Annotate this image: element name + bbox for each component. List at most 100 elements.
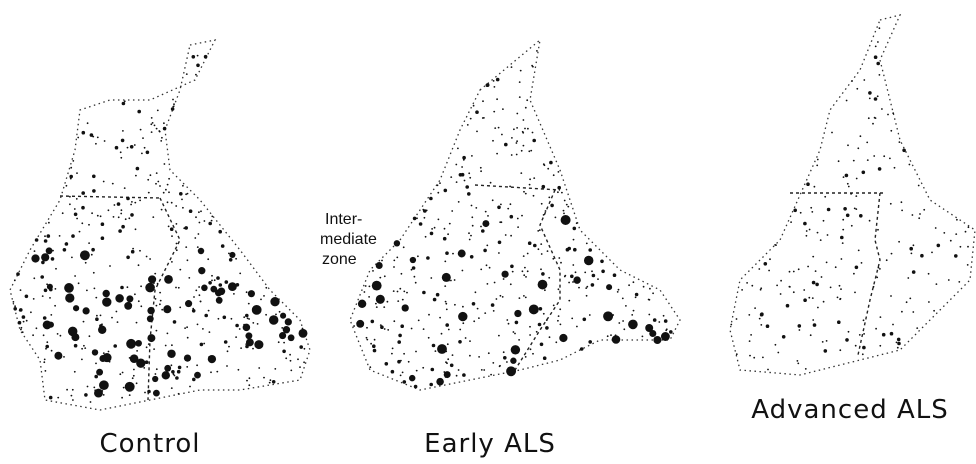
dot bbox=[94, 288, 96, 290]
dot bbox=[394, 240, 400, 246]
dot bbox=[808, 297, 810, 299]
dot bbox=[469, 239, 471, 241]
dot bbox=[439, 182, 441, 184]
dot bbox=[101, 222, 105, 226]
dot bbox=[177, 370, 181, 374]
dot bbox=[912, 311, 914, 313]
dot bbox=[736, 353, 738, 355]
dot bbox=[246, 380, 248, 382]
dot bbox=[866, 142, 868, 144]
dot bbox=[780, 280, 782, 282]
dot bbox=[146, 346, 148, 348]
dot bbox=[510, 235, 512, 237]
dot bbox=[444, 189, 448, 193]
dot bbox=[443, 237, 447, 241]
dot bbox=[18, 321, 22, 325]
dot bbox=[245, 345, 249, 349]
dot bbox=[820, 239, 822, 241]
dot bbox=[128, 303, 130, 305]
dot bbox=[387, 301, 389, 303]
dot bbox=[476, 131, 478, 133]
dot bbox=[560, 262, 562, 264]
dot bbox=[806, 235, 808, 237]
dot bbox=[877, 229, 879, 231]
dot bbox=[493, 111, 495, 113]
dot bbox=[513, 128, 515, 130]
dot bbox=[502, 108, 504, 110]
dot bbox=[194, 237, 196, 239]
dot bbox=[172, 99, 174, 101]
dot bbox=[397, 300, 399, 302]
dot bbox=[76, 218, 78, 220]
dot bbox=[467, 124, 469, 126]
dot bbox=[192, 55, 196, 59]
dot bbox=[99, 324, 103, 328]
dot bbox=[399, 288, 401, 290]
dot bbox=[45, 370, 47, 372]
dot bbox=[196, 364, 198, 366]
dot bbox=[527, 253, 529, 255]
dot bbox=[144, 392, 146, 394]
dot bbox=[803, 222, 807, 226]
dot bbox=[376, 262, 383, 269]
dot bbox=[385, 362, 389, 366]
dot bbox=[856, 88, 858, 90]
dot bbox=[812, 297, 814, 299]
dot bbox=[131, 250, 135, 254]
dot bbox=[123, 387, 125, 389]
dot bbox=[451, 210, 453, 212]
dot bbox=[869, 220, 871, 222]
dot bbox=[299, 345, 303, 349]
dot bbox=[503, 351, 505, 353]
dot bbox=[417, 255, 419, 257]
dot bbox=[840, 236, 844, 240]
dot bbox=[393, 260, 395, 262]
dot bbox=[228, 346, 230, 348]
dot bbox=[527, 270, 529, 272]
dot bbox=[530, 348, 532, 350]
dot bbox=[425, 236, 427, 238]
dot bbox=[55, 288, 57, 290]
dot bbox=[505, 234, 507, 236]
dot bbox=[252, 348, 254, 350]
dot bbox=[147, 334, 155, 342]
dot bbox=[245, 332, 252, 339]
dot bbox=[422, 209, 424, 211]
dot bbox=[566, 204, 568, 206]
dot bbox=[875, 328, 877, 330]
dot bbox=[403, 309, 405, 311]
dot bbox=[375, 303, 377, 305]
dot bbox=[151, 131, 153, 133]
dot bbox=[25, 295, 29, 299]
dot bbox=[72, 399, 74, 401]
dot bbox=[882, 333, 886, 337]
dot bbox=[302, 328, 304, 330]
dot bbox=[827, 208, 831, 212]
dot bbox=[57, 397, 59, 399]
dot bbox=[412, 266, 416, 270]
dot bbox=[76, 198, 78, 200]
dot bbox=[171, 202, 173, 204]
dot bbox=[413, 217, 417, 221]
dot bbox=[163, 122, 165, 124]
dot bbox=[74, 213, 78, 217]
dot bbox=[465, 185, 469, 189]
dot bbox=[874, 97, 878, 101]
dot bbox=[370, 343, 372, 345]
dot bbox=[848, 186, 850, 188]
dot bbox=[111, 317, 113, 319]
dot bbox=[528, 150, 530, 152]
dot bbox=[393, 320, 395, 322]
dot bbox=[155, 183, 157, 185]
dot bbox=[125, 218, 127, 220]
dot bbox=[159, 185, 161, 187]
dot bbox=[66, 185, 68, 187]
dot bbox=[780, 293, 782, 295]
dot bbox=[552, 258, 554, 260]
dot bbox=[618, 289, 620, 291]
dot bbox=[967, 264, 969, 266]
dot bbox=[612, 314, 614, 316]
dot bbox=[570, 275, 574, 279]
dot bbox=[525, 276, 527, 278]
dot bbox=[167, 201, 169, 203]
